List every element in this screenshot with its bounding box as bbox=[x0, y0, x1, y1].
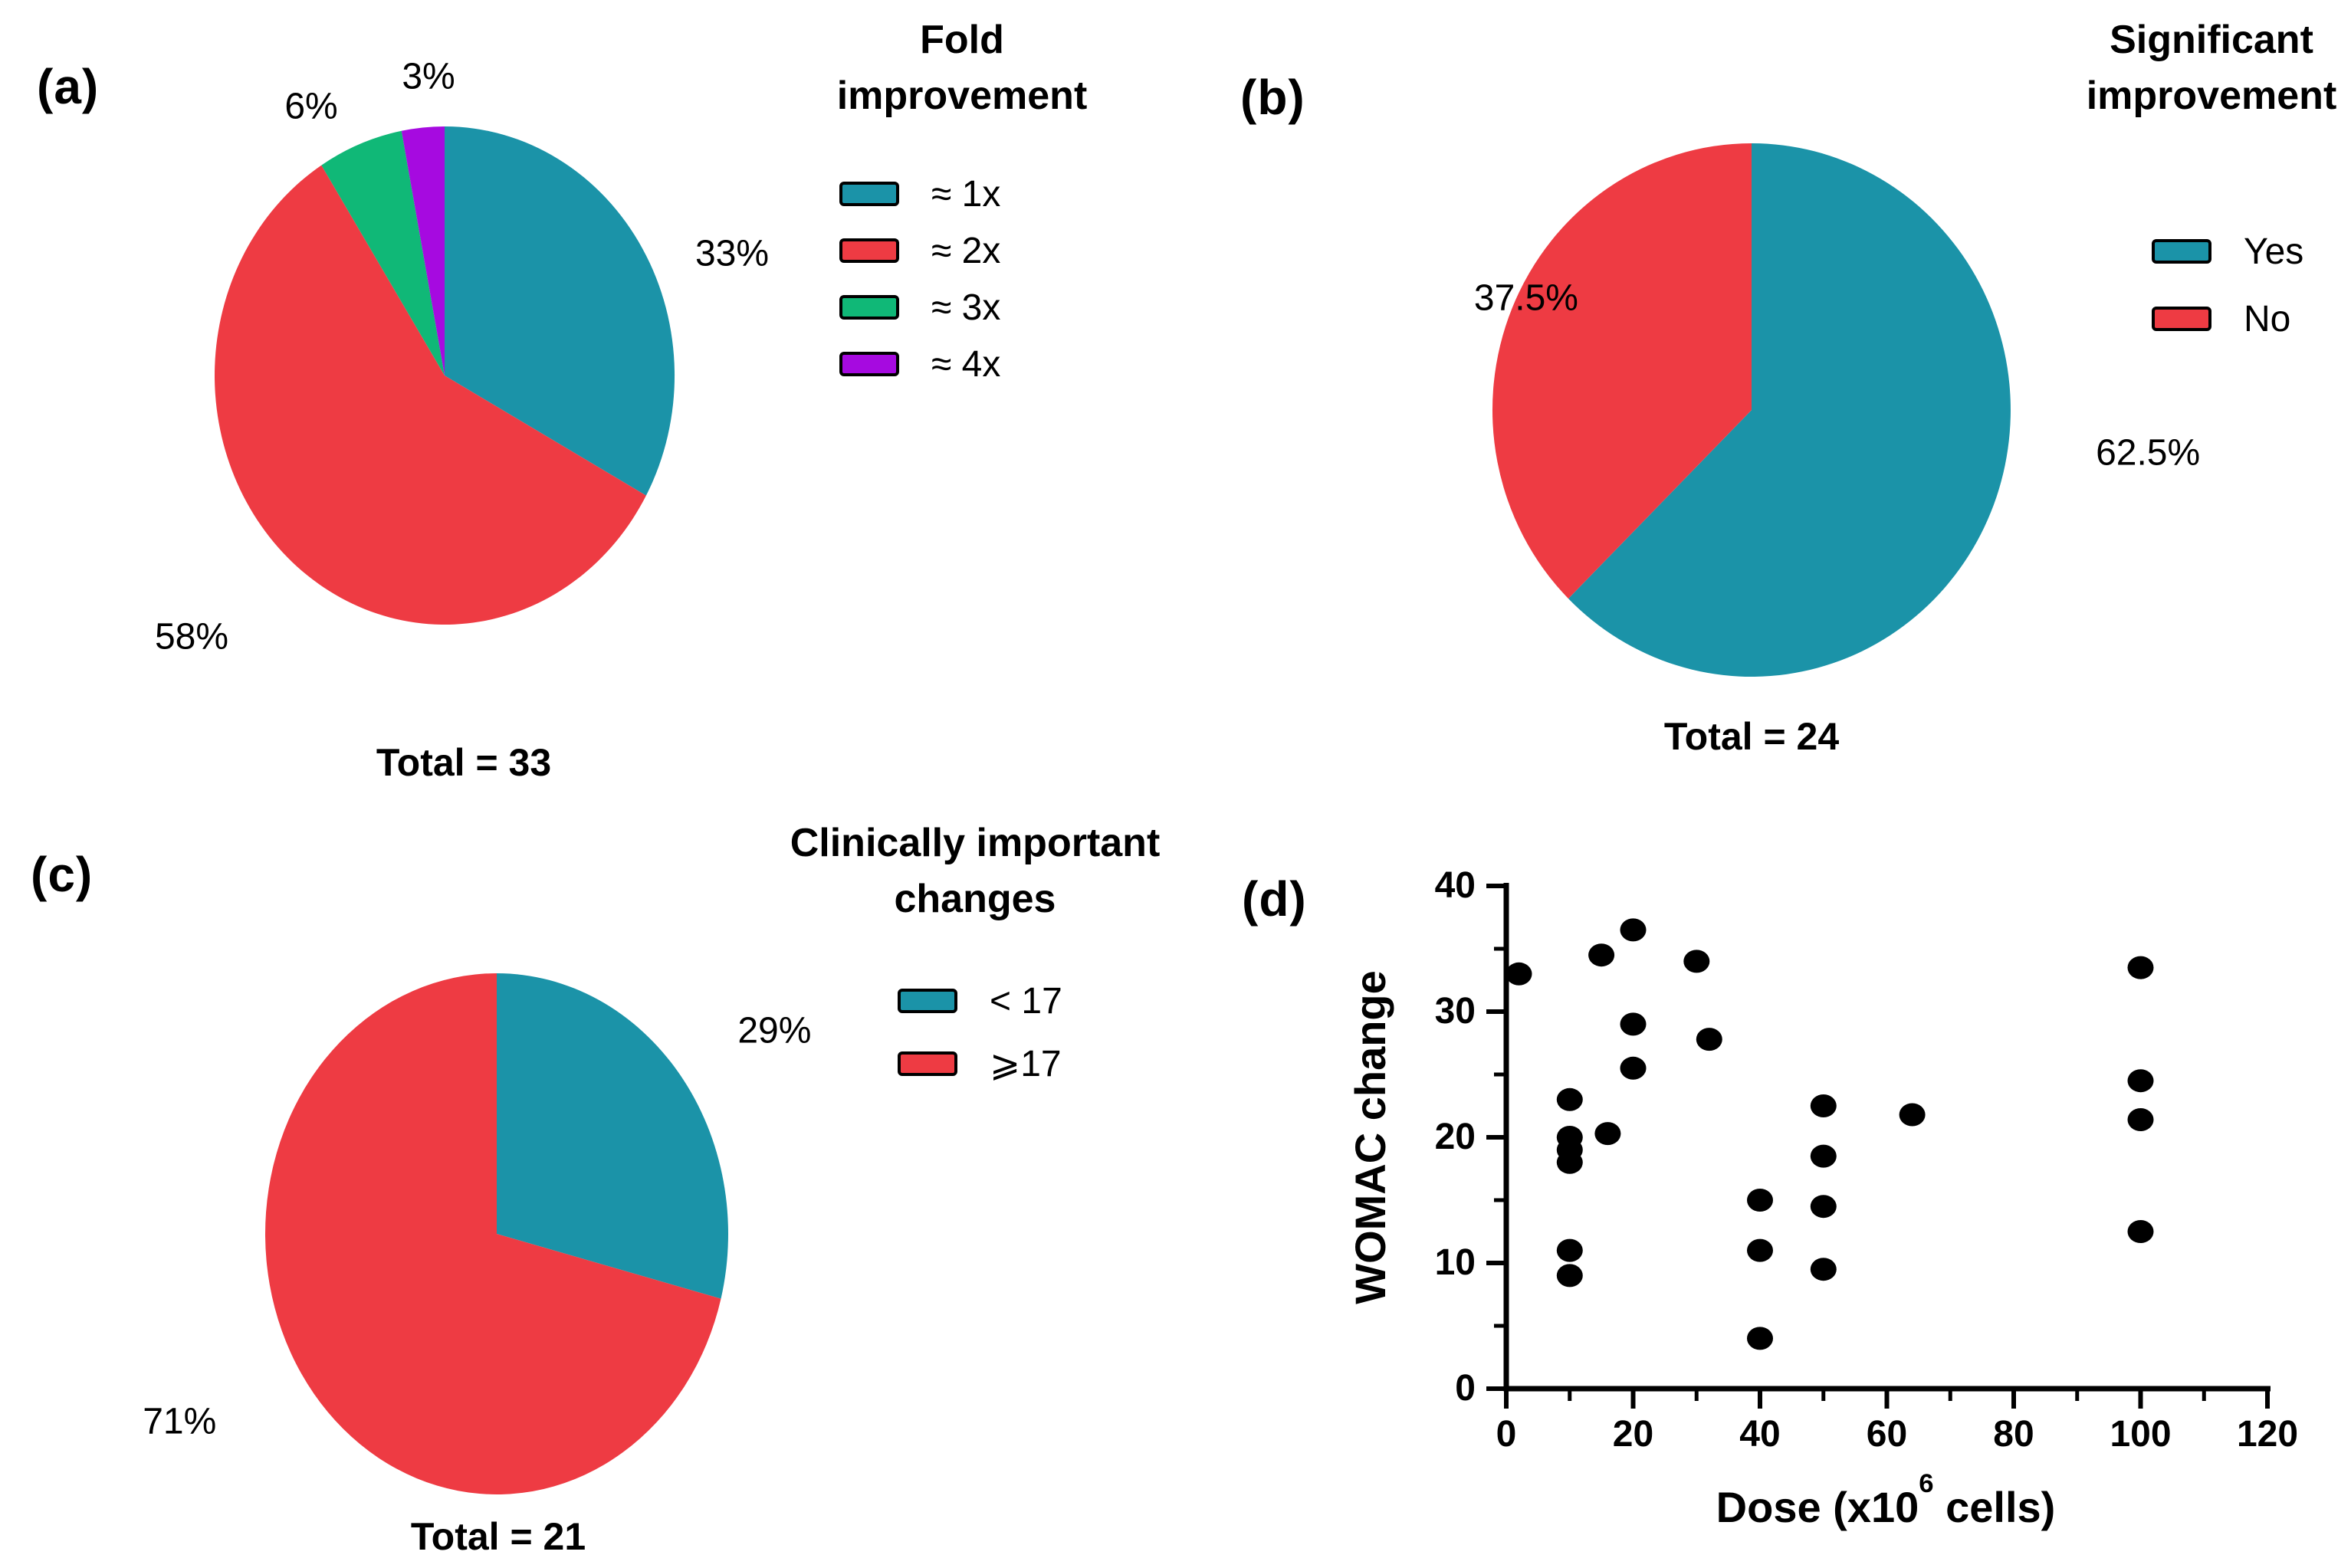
total-label-a: Total = 33 bbox=[376, 741, 552, 784]
pie-label-a-3: 3% bbox=[402, 56, 455, 97]
scatter-point bbox=[1810, 1094, 1837, 1117]
scatter-point bbox=[2127, 1108, 2154, 1131]
pie-slice-a-2 bbox=[321, 130, 445, 376]
x-tick-label: 40 bbox=[1739, 1414, 1781, 1455]
pie-slice-c-0 bbox=[497, 973, 728, 1299]
y-tick-label: 20 bbox=[1434, 1117, 1476, 1157]
scatter-point bbox=[2127, 956, 2154, 979]
scatter-point bbox=[1620, 1056, 1647, 1080]
scatter-point bbox=[1588, 943, 1615, 967]
legend-swatch-icon bbox=[2152, 239, 2211, 264]
x-tick-label: 20 bbox=[1612, 1414, 1654, 1455]
y-tick-label: 0 bbox=[1455, 1368, 1476, 1409]
pie-label-a-0: 33% bbox=[694, 233, 770, 274]
scatter-point bbox=[1556, 1264, 1583, 1288]
x-tick-label: 60 bbox=[1866, 1414, 1908, 1455]
scatter-point bbox=[2127, 1069, 2154, 1093]
scatter-point bbox=[1747, 1189, 1773, 1212]
legend-item-label: < 17 bbox=[990, 980, 1062, 1022]
legend-item-label: ≈ 4x bbox=[931, 343, 1001, 385]
pie-label-c-0: 29% bbox=[737, 1010, 812, 1051]
scatter-point bbox=[1810, 1258, 1837, 1281]
panel-label-b: (b) bbox=[1240, 70, 1305, 125]
pie-slice-a-1 bbox=[215, 165, 646, 625]
legend-title: Clinically important changes bbox=[790, 821, 1161, 921]
legend-item-b-0: Yes bbox=[2152, 218, 2351, 285]
legend-clinically-important-changes: Clinically important changes < 17 ⩾17 bbox=[760, 815, 1190, 1095]
legend-item-label: Yes bbox=[2244, 231, 2304, 272]
x-tick-label: 100 bbox=[2110, 1414, 2172, 1455]
y-tick-label: 40 bbox=[1434, 865, 1476, 906]
pie-label-a-2: 6% bbox=[284, 86, 338, 127]
scatter-point bbox=[1505, 962, 1532, 986]
x-axis-title-superscript: 6 bbox=[1919, 1469, 1934, 1499]
y-tick-label: 10 bbox=[1434, 1242, 1476, 1283]
legend-swatch-icon bbox=[898, 989, 957, 1013]
panel-label-a: (a) bbox=[37, 59, 100, 114]
total-label-c: Total = 21 bbox=[410, 1515, 586, 1558]
scatter-point bbox=[1594, 1122, 1621, 1146]
panel-label-c: (c) bbox=[31, 847, 94, 902]
legend-swatch-icon bbox=[839, 295, 899, 320]
legend-swatch-icon bbox=[839, 238, 899, 263]
panel-label-d: (d) bbox=[1242, 871, 1307, 927]
legend-title: Significant improvement bbox=[2086, 18, 2337, 118]
pie-slice-a-0 bbox=[445, 126, 675, 496]
legend-significant-improvement: Significant improvement Yes No bbox=[2070, 12, 2351, 353]
legend-fold-improvement: Fold improvement ≈ 1x ≈ 2x ≈ 3x ≈ 4x bbox=[797, 12, 1127, 392]
legend-item-a-3: ≈ 4x bbox=[839, 336, 1127, 392]
pie-label-b-0: 62.5% bbox=[2096, 432, 2201, 474]
scatter-point bbox=[1556, 1087, 1583, 1111]
legend-items: < 17 ⩾17 bbox=[898, 969, 1190, 1095]
pie-label-b-1: 37.5% bbox=[1473, 277, 1578, 319]
legend-swatch-icon bbox=[898, 1051, 957, 1076]
x-tick-label: 120 bbox=[2236, 1414, 2299, 1455]
scatter-point bbox=[1747, 1327, 1773, 1350]
legend-items: ≈ 1x ≈ 2x ≈ 3x ≈ 4x bbox=[839, 166, 1127, 392]
legend-swatch-icon bbox=[839, 352, 899, 376]
scatter-point bbox=[1620, 918, 1647, 942]
legend-item-a-1: ≈ 2x bbox=[839, 222, 1127, 279]
pie-label-a-1: 58% bbox=[154, 616, 229, 658]
legend-item-c-1: ⩾17 bbox=[898, 1032, 1190, 1095]
scatter-point bbox=[1556, 1238, 1583, 1262]
legend-swatch-icon bbox=[839, 182, 899, 206]
legend-item-label: No bbox=[2244, 298, 2291, 340]
y-tick-label: 30 bbox=[1434, 991, 1476, 1032]
scatter-point bbox=[1683, 950, 1710, 973]
pie-label-c-1: 71% bbox=[143, 1401, 217, 1442]
axes bbox=[1503, 883, 2271, 1392]
pie-slice-a-3 bbox=[401, 126, 445, 376]
pie-slice-c-1 bbox=[264, 973, 721, 1495]
x-axis-title: Dose (x106 cells) bbox=[1716, 1469, 2056, 1531]
scatter-point bbox=[1556, 1150, 1583, 1174]
scatter-point bbox=[1696, 1028, 1722, 1051]
legend-item-label: ⩾17 bbox=[990, 1044, 1062, 1084]
x-tick-label: 0 bbox=[1496, 1414, 1517, 1455]
legend-swatch-icon bbox=[2152, 307, 2211, 331]
legend-title: Fold improvement bbox=[836, 18, 1088, 118]
total-label-b: Total = 24 bbox=[1663, 715, 1840, 758]
legend-item-a-2: ≈ 3x bbox=[839, 279, 1127, 336]
scatter-point bbox=[1810, 1144, 1837, 1168]
pie-slice-b-1 bbox=[1492, 143, 1752, 599]
legend-item-b-1: No bbox=[2152, 285, 2351, 353]
pie-slice-b-0 bbox=[1568, 143, 2011, 677]
scatter-point bbox=[1810, 1195, 1837, 1219]
legend-item-label: ≈ 3x bbox=[931, 287, 1001, 328]
legend-items: Yes No bbox=[2152, 218, 2351, 353]
legend-item-label: ≈ 2x bbox=[931, 230, 1001, 271]
x-tick-label: 80 bbox=[1993, 1414, 2034, 1455]
scatter-point bbox=[1620, 1012, 1647, 1036]
legend-item-label: ≈ 1x bbox=[931, 173, 1001, 215]
scatter-point bbox=[2127, 1220, 2154, 1243]
scatter-point bbox=[1747, 1238, 1773, 1262]
legend-item-a-0: ≈ 1x bbox=[839, 166, 1127, 222]
legend-item-c-0: < 17 bbox=[898, 969, 1190, 1032]
scatter-point bbox=[1899, 1103, 1926, 1127]
